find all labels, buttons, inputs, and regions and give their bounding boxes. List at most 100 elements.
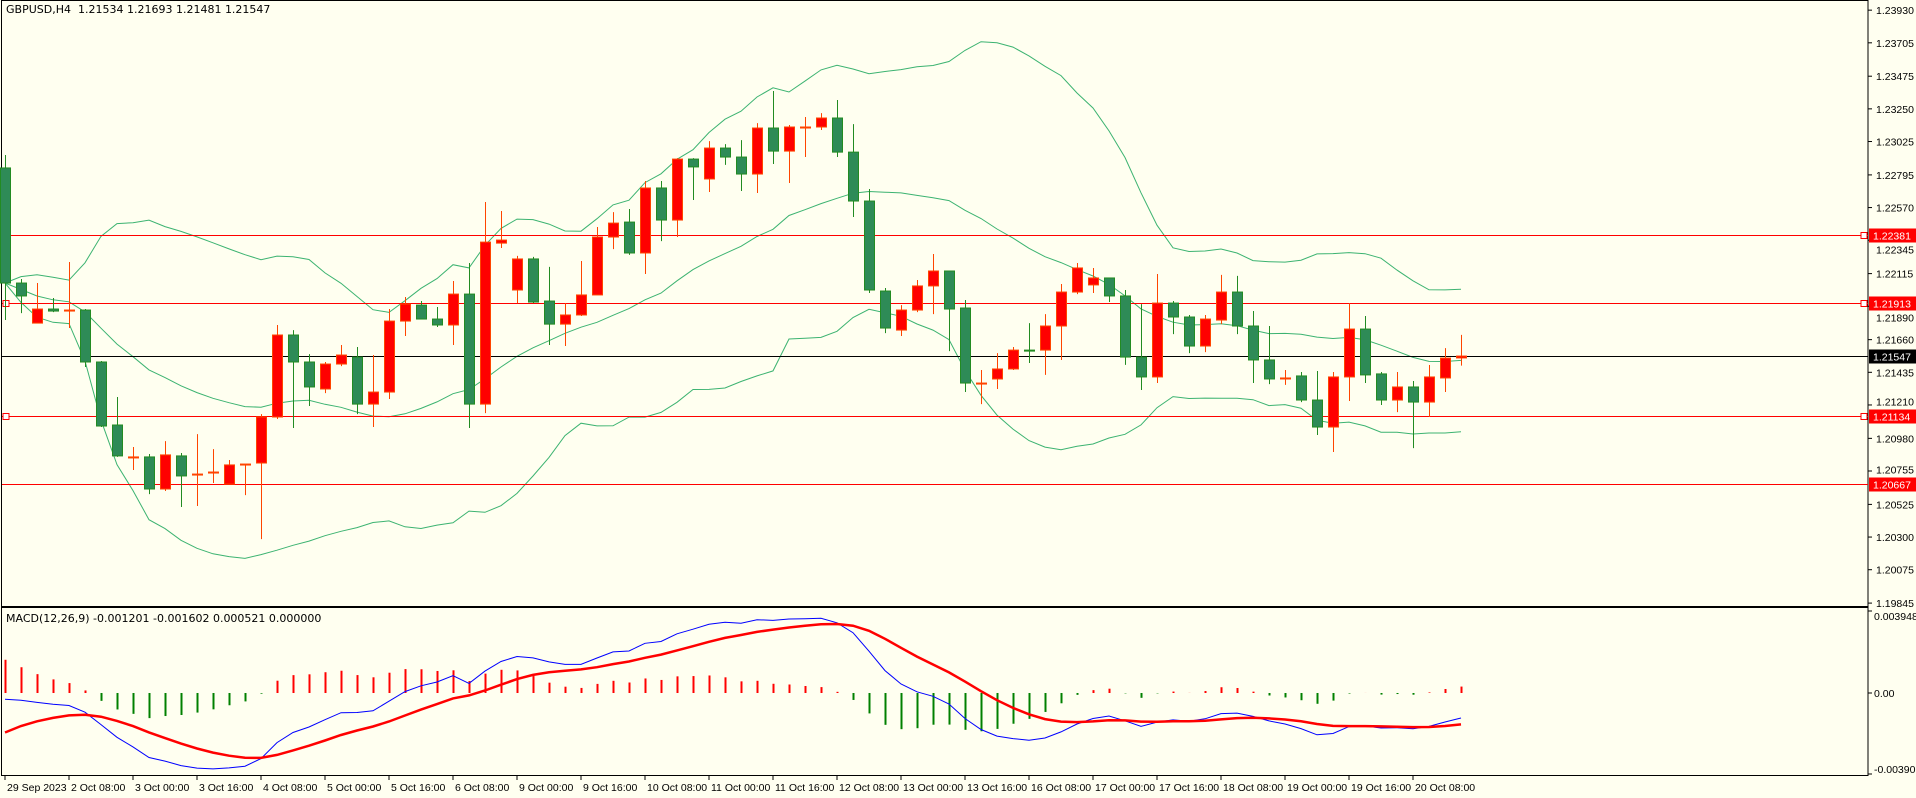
level-marker-right[interactable] — [1860, 232, 1868, 239]
level-marker-right[interactable] — [1860, 300, 1868, 307]
bull-candle[interactable] — [224, 459, 235, 485]
bull-candle[interactable] — [912, 279, 923, 313]
bull-candle[interactable] — [1088, 267, 1099, 294]
bear-candle[interactable] — [768, 91, 779, 165]
bear-candle[interactable] — [624, 209, 635, 255]
bull-candle[interactable] — [816, 113, 827, 131]
bull-candle[interactable] — [704, 141, 715, 193]
bull-candle[interactable] — [64, 261, 75, 329]
bear-candle[interactable] — [528, 256, 539, 304]
bull-candle[interactable] — [512, 255, 523, 304]
bear-candle[interactable] — [96, 360, 107, 428]
bull-candle[interactable] — [128, 447, 139, 470]
bull-candle[interactable] — [800, 116, 811, 158]
bull-candle[interactable] — [160, 441, 171, 492]
bear-candle[interactable] — [1360, 315, 1371, 384]
bear-candle[interactable] — [656, 181, 667, 242]
level-marker-left[interactable] — [2, 413, 10, 420]
bull-candle[interactable] — [896, 305, 907, 337]
bull-candle[interactable] — [592, 227, 603, 296]
bear-candle[interactable] — [416, 301, 427, 320]
bear-candle[interactable] — [288, 330, 299, 429]
bull-candle[interactable] — [976, 369, 987, 405]
bull-candle[interactable] — [1216, 274, 1227, 325]
bull-candle[interactable] — [496, 211, 507, 249]
bull-candle[interactable] — [752, 123, 763, 194]
bull-candle[interactable] — [1056, 284, 1067, 360]
bear-candle[interactable] — [1376, 372, 1387, 405]
bear-candle[interactable] — [1296, 372, 1307, 403]
bear-candle[interactable] — [1168, 301, 1179, 335]
bull-candle[interactable] — [608, 212, 619, 250]
candle-body — [112, 424, 123, 457]
bear-candle[interactable] — [432, 306, 443, 328]
bull-candle[interactable] — [1280, 369, 1291, 385]
bull-candle[interactable] — [1200, 314, 1211, 353]
bull-candle[interactable] — [992, 353, 1003, 390]
bull-candle[interactable] — [1040, 314, 1051, 375]
bull-candle[interactable] — [448, 281, 459, 346]
bear-candle[interactable] — [1104, 277, 1115, 303]
bear-candle[interactable] — [1408, 381, 1419, 449]
bear-candle[interactable] — [736, 140, 747, 192]
bear-candle[interactable] — [144, 454, 155, 495]
bull-candle[interactable] — [1328, 372, 1339, 452]
bear-candle[interactable] — [352, 347, 363, 415]
bull-candle[interactable] — [368, 355, 379, 428]
bear-candle[interactable] — [1312, 371, 1323, 436]
bear-candle[interactable] — [864, 188, 875, 294]
level-marker-right[interactable] — [1860, 413, 1868, 420]
bear-candle[interactable] — [720, 144, 731, 165]
bull-candle[interactable] — [672, 158, 683, 238]
bull-candle[interactable] — [320, 362, 331, 394]
bear-candle[interactable] — [80, 309, 91, 367]
bull-candle[interactable] — [208, 449, 219, 484]
bull-candle[interactable] — [240, 463, 251, 496]
bear-candle[interactable] — [1248, 311, 1259, 384]
bear-candle[interactable] — [464, 263, 475, 429]
bear-candle[interactable] — [48, 297, 59, 313]
bull-candle[interactable] — [272, 324, 283, 420]
candle-body — [944, 270, 955, 310]
bull-candle[interactable] — [1456, 334, 1467, 366]
bear-candle[interactable] — [176, 453, 187, 508]
bull-candle[interactable] — [32, 283, 43, 324]
bear-candle[interactable] — [688, 158, 699, 201]
bear-candle[interactable] — [304, 354, 315, 406]
time-tick-label: 9 Oct 00:00 — [519, 782, 573, 794]
bear-candle[interactable] — [848, 124, 859, 217]
bear-candle[interactable] — [960, 300, 971, 393]
bull-candle[interactable] — [384, 309, 395, 400]
bull-candle[interactable] — [640, 181, 651, 275]
bull-candle[interactable] — [1008, 347, 1019, 370]
bear-candle[interactable] — [1024, 323, 1035, 364]
bull-candle[interactable] — [928, 254, 939, 315]
bull-candle[interactable] — [560, 303, 571, 347]
bear-candle[interactable] — [1264, 326, 1275, 385]
bull-candle[interactable] — [400, 296, 411, 337]
bull-candle[interactable] — [1344, 303, 1355, 402]
bear-candle[interactable] — [1120, 290, 1131, 365]
bull-candle[interactable] — [1440, 348, 1451, 393]
bull-candle[interactable] — [336, 345, 347, 367]
bull-candle[interactable] — [256, 414, 267, 540]
bear-candle[interactable] — [16, 278, 27, 314]
bull-candle[interactable] — [1152, 274, 1163, 384]
bull-candle[interactable] — [784, 124, 795, 184]
bull-candle[interactable] — [576, 260, 587, 316]
bull-candle[interactable] — [1392, 372, 1403, 413]
bear-candle[interactable] — [544, 266, 555, 346]
bear-candle[interactable] — [832, 100, 843, 158]
bear-candle[interactable] — [1136, 304, 1147, 391]
bear-candle[interactable] — [0, 155, 11, 321]
bull-candle[interactable] — [1072, 263, 1083, 295]
bull-candle[interactable] — [480, 202, 491, 414]
bear-candle[interactable] — [880, 287, 891, 334]
bear-candle[interactable] — [944, 270, 955, 352]
bull-candle[interactable] — [1424, 365, 1435, 418]
bear-candle[interactable] — [112, 396, 123, 457]
bear-candle[interactable] — [1184, 314, 1195, 354]
bull-candle[interactable] — [192, 434, 203, 506]
bear-candle[interactable] — [1232, 275, 1243, 335]
